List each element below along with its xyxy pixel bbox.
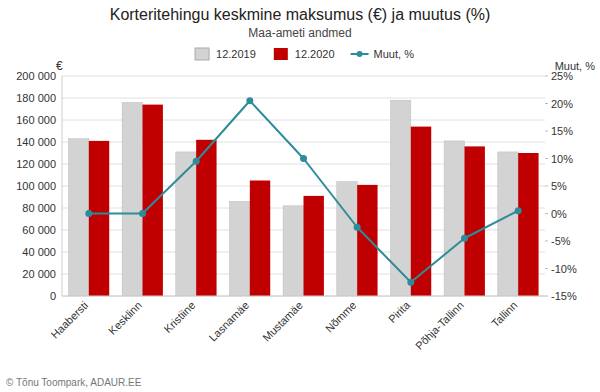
- y2-tick-label: 20%: [551, 98, 573, 110]
- subtitle: Maa-ameti andmed: [248, 26, 351, 40]
- y-tick-label: 100 000: [16, 180, 56, 192]
- bar: [176, 152, 196, 296]
- legend-swatch: [357, 51, 363, 57]
- y2-axis: -15%-10%-5%0%5%10%15%20%25%: [545, 70, 577, 302]
- legend-item: 12.2019: [195, 48, 256, 60]
- y2-tick: [545, 213, 548, 214]
- y-tick-label: 0: [50, 290, 56, 302]
- legend: 12.2019 12.2020 Muut, %: [195, 48, 414, 60]
- bar: [229, 201, 249, 296]
- grid-line: [62, 296, 545, 297]
- y2-tick-label: -10%: [551, 263, 577, 275]
- bar: [337, 182, 357, 296]
- bar: [283, 206, 303, 296]
- y-tick-label: 140 000: [16, 136, 56, 148]
- title: Korteritehingu keskmine maksumus (€) ja …: [110, 6, 491, 23]
- y-tick-label: 120 000: [16, 158, 56, 170]
- y2-tick: [545, 103, 548, 104]
- x-tick-label: Põhja-Tallinn: [413, 299, 466, 352]
- x-tick-label: Lasnamäe: [206, 299, 251, 344]
- line-marker: [461, 235, 468, 242]
- lines: [85, 97, 521, 286]
- legend-label: Muut, %: [374, 48, 415, 60]
- bar: [196, 140, 216, 296]
- bar: [68, 139, 88, 296]
- y2-tick-label: -5%: [551, 235, 571, 247]
- line-marker: [300, 155, 307, 162]
- watermark: © Tõnu Toompark, ADAUR.EE: [6, 377, 142, 388]
- line: [89, 101, 518, 283]
- y-tick-label: 80 000: [22, 202, 56, 214]
- y2-tick-label: -15%: [551, 290, 577, 302]
- legend-swatch: [274, 48, 288, 60]
- bar: [411, 127, 431, 296]
- y2-tick: [545, 76, 548, 77]
- bar: [304, 196, 324, 296]
- grid-line: [62, 76, 545, 77]
- legend-swatch: [195, 48, 209, 60]
- y2-tick: [545, 186, 548, 187]
- line-marker: [354, 224, 361, 231]
- y2-tick-label: 15%: [551, 125, 573, 137]
- line-marker: [407, 279, 414, 286]
- y-axis-label: €: [56, 59, 63, 73]
- line-marker: [85, 210, 92, 217]
- bar: [89, 141, 109, 296]
- legend-item: Muut, %: [351, 48, 415, 60]
- x-tick-label: Tallinn: [489, 299, 520, 330]
- x-tick-label: Mustamäe: [260, 299, 305, 344]
- y2-tick: [545, 241, 548, 242]
- bar: [122, 102, 142, 296]
- x-tick-label: Kesklinn: [106, 299, 144, 337]
- bar: [465, 146, 485, 296]
- x-axis: Haabersti Kesklinn KristiineLasnamäeMustam…: [48, 298, 519, 352]
- bar: [143, 105, 163, 296]
- y2-tick: [545, 296, 548, 297]
- legend-label: 12.2020: [295, 48, 335, 60]
- bar: [518, 153, 538, 296]
- bar: [498, 152, 518, 296]
- chart: Korteritehingu keskmine maksumus (€) ja …: [0, 0, 600, 392]
- bars: [68, 100, 538, 296]
- grid-line: [62, 98, 545, 99]
- y2-axis-label: Muut, %: [555, 60, 596, 72]
- x-axis-line: [62, 296, 545, 297]
- bar: [250, 181, 270, 297]
- y2-tick-label: 10%: [551, 153, 573, 165]
- x-tick-label: Pirita: [386, 298, 413, 325]
- x-tick-label: Nõmme: [323, 299, 359, 335]
- bar: [444, 141, 464, 296]
- y2-tick-label: 0%: [551, 208, 567, 220]
- x-tick-label: Kristiine: [161, 299, 197, 335]
- y-tick-label: 20 000: [22, 268, 56, 280]
- background: [0, 0, 600, 392]
- y2-tick: [545, 268, 548, 269]
- bar: [390, 100, 410, 296]
- grid: [62, 76, 545, 296]
- y-tick-label: 200 000: [16, 70, 56, 82]
- y-tick-label: 180 000: [16, 92, 56, 104]
- y-axis: 0 20 000 40 000 60 000 80 000 100 000 120 000 1…: [16, 70, 56, 302]
- y-tick-label: 60 000: [22, 224, 56, 236]
- legend-item: 12.2020: [274, 48, 335, 60]
- line-marker: [193, 158, 200, 165]
- line-marker: [515, 207, 522, 214]
- y-tick-label: 40 000: [22, 246, 56, 258]
- bar: [357, 185, 377, 296]
- y2-tick: [545, 131, 548, 132]
- x-tick-label: Haabersti: [48, 299, 90, 341]
- y-tick-label: 160 000: [16, 114, 56, 126]
- line-marker: [139, 210, 146, 217]
- line-marker: [246, 97, 253, 104]
- y2-tick: [545, 158, 548, 159]
- y2-tick-label: 5%: [551, 180, 567, 192]
- legend-label: 12.2019: [216, 48, 256, 60]
- y-axis-line: [62, 76, 63, 296]
